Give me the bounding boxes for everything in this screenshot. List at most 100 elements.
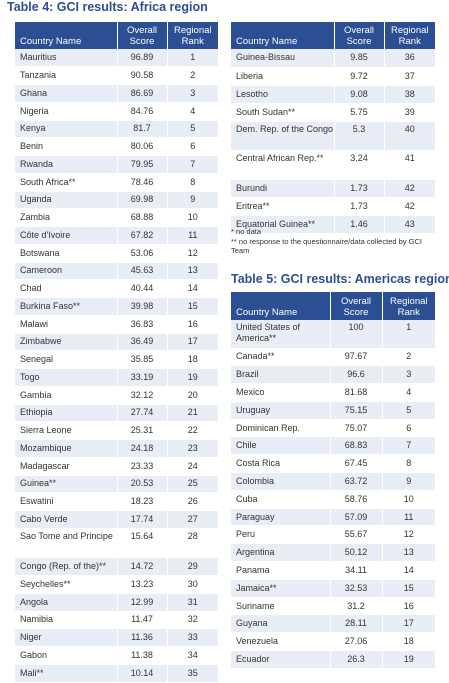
table-row: Botswana 53.06 12: [15, 244, 218, 263]
regional-rank-cell: 11: [167, 226, 218, 245]
overall-score-cell: 86.69: [117, 84, 168, 103]
overall-score-cell: 32.53: [330, 579, 383, 598]
overall-score-cell: 97.67: [330, 348, 383, 367]
overall-score-cell: 35.85: [117, 350, 168, 369]
table-row: Chile 68.83 7: [231, 436, 435, 456]
table-row: Lesotho 9.08 38: [231, 85, 435, 104]
regional-rank-cell: 13: [167, 262, 218, 281]
africa-continued-table: Country Name Overall Score Regional Rank…: [231, 22, 435, 234]
country-name-cell: Sierra Leone: [15, 421, 118, 440]
overall-score-cell: 9.85: [334, 49, 385, 68]
overall-score-cell: 1.46: [334, 215, 385, 234]
regional-rank-header: Regional Rank: [382, 292, 435, 320]
overall-score-cell: 63.72: [330, 472, 383, 491]
table-row: Dominican Rep. 75.07 6: [231, 419, 435, 438]
overall-score-cell: 1.73: [334, 179, 385, 198]
country-name-cell: Central African Rep.**: [231, 150, 335, 180]
table-row: Panama 34.11 14: [231, 561, 435, 580]
country-name-cell: Nigeria: [15, 102, 118, 121]
country-name-cell: Eritrea**: [231, 197, 335, 216]
table-row: Sao Tome and Principe 15.64 28: [15, 528, 218, 559]
table-row: Kenya 81.7 5: [15, 120, 218, 139]
country-name-cell: Rwanda: [15, 155, 118, 174]
overall-score-cell: 27.74: [117, 404, 168, 423]
regional-rank-cell: 5: [382, 401, 435, 420]
overall-score-cell: 1.73: [334, 197, 385, 216]
regional-rank-cell: 6: [167, 137, 218, 156]
overall-score-cell: 25.31: [117, 421, 168, 440]
country-name-cell: Guinea-Bissau: [231, 49, 335, 68]
regional-rank-cell: 4: [167, 102, 218, 121]
country-name-cell: Cabo Verde: [15, 510, 118, 529]
regional-rank-cell: 22: [167, 421, 218, 440]
regional-rank-cell: 12: [382, 525, 435, 545]
table-row: Sierra Leone 25.31 22: [15, 421, 218, 440]
footnote-no-data: * no data: [231, 227, 262, 236]
country-name-cell: Gambia: [15, 386, 118, 405]
country-name-header: Country Name: [231, 22, 335, 49]
regional-rank-cell: 1: [167, 49, 218, 68]
table-header-row: Country Name Overall Score Regional Rank: [231, 22, 435, 49]
table-row: Benin 80.06 6: [15, 137, 218, 156]
overall-score-cell: 67.45: [330, 454, 383, 474]
overall-score-cell: 5.3: [334, 121, 385, 151]
table-row: Argentina 50.12 13: [231, 543, 435, 563]
country-name-header: Country Name: [15, 22, 118, 49]
regional-rank-cell: 8: [382, 454, 435, 474]
table-row: Congo (Rep. of the)** 14.72 29: [15, 557, 218, 576]
table-row: Ghana 86.69 3: [15, 84, 218, 103]
regional-rank-cell: 16: [167, 315, 218, 334]
overall-score-cell: 96.89: [117, 49, 168, 68]
country-name-cell: United States of America**: [231, 320, 331, 349]
table-row: Burkina Faso** 39.98 15: [15, 297, 218, 316]
table-row: Suriname 31.2 16: [231, 597, 435, 616]
overall-score-cell: 28.11: [330, 614, 383, 634]
country-name-cell: Congo (Rep. of the)**: [15, 557, 118, 576]
overall-score-cell: 34.11: [330, 561, 383, 580]
country-name-cell: Argentina: [231, 543, 331, 563]
regional-rank-cell: 5: [167, 120, 218, 139]
footnote-no-response: ** no response to the questionnaire/data…: [231, 236, 422, 256]
regional-rank-cell: 11: [382, 508, 435, 527]
country-name-cell: Ghana: [15, 84, 118, 103]
country-name-cell: Dominican Rep.: [231, 419, 331, 438]
regional-rank-cell: 2: [382, 348, 435, 367]
overall-score-cell: 96.6: [330, 365, 383, 385]
overall-score-cell: 5.75: [334, 103, 385, 122]
regional-rank-cell: 16: [382, 597, 435, 616]
country-name-cell: Dem. Rep. of the Congo: [231, 121, 335, 151]
table-row: Mali** 10.14 35: [15, 664, 218, 683]
country-name-cell: Lesotho: [231, 85, 335, 104]
regional-rank-header: Regional Rank: [167, 22, 218, 49]
overall-score-cell: 31.2: [330, 597, 383, 616]
table-row: Rwanda 79.95 7: [15, 155, 218, 174]
table-row: Cuba 58.76 10: [231, 490, 435, 509]
country-name-cell: Seychelles**: [15, 575, 118, 594]
table-row: Guinea-Bissau 9.85 36: [231, 49, 435, 68]
overall-score-cell: 100: [330, 320, 383, 349]
overall-score-cell: 68.88: [117, 208, 168, 227]
regional-rank-cell: 29: [167, 557, 218, 576]
overall-score-cell: 13.23: [117, 575, 168, 594]
regional-rank-cell: 7: [167, 155, 218, 174]
regional-rank-cell: 15: [167, 297, 218, 316]
overall-score-cell: 40.44: [117, 279, 168, 298]
overall-score-cell: 79.95: [117, 155, 168, 174]
country-name-cell: Mali**: [15, 664, 118, 683]
overall-score-cell: 26.3: [330, 650, 383, 669]
table-row: Liberia 9.72 37: [231, 67, 435, 86]
table-row: Mozambique 24.18 23: [15, 439, 218, 458]
country-name-cell: Uruguay: [231, 401, 331, 420]
overall-score-cell: 15.64: [117, 528, 168, 559]
regional-rank-cell: 26: [167, 492, 218, 511]
regional-rank-cell: 32: [167, 611, 218, 630]
overall-score-cell: 33.19: [117, 368, 168, 387]
country-name-cell: South Sudan**: [231, 103, 335, 122]
table-row: Uganda 69.98 9: [15, 191, 218, 210]
table-row: Namibia 11.47 32: [15, 611, 218, 630]
regional-rank-cell: 39: [384, 103, 435, 122]
regional-rank-cell: 21: [167, 404, 218, 423]
table-footnotes: * no data ** no response to the question…: [231, 227, 437, 256]
table-row: Côte d'Ivoire 67.82 11: [15, 226, 218, 245]
overall-score-cell: 3.24: [334, 150, 385, 180]
